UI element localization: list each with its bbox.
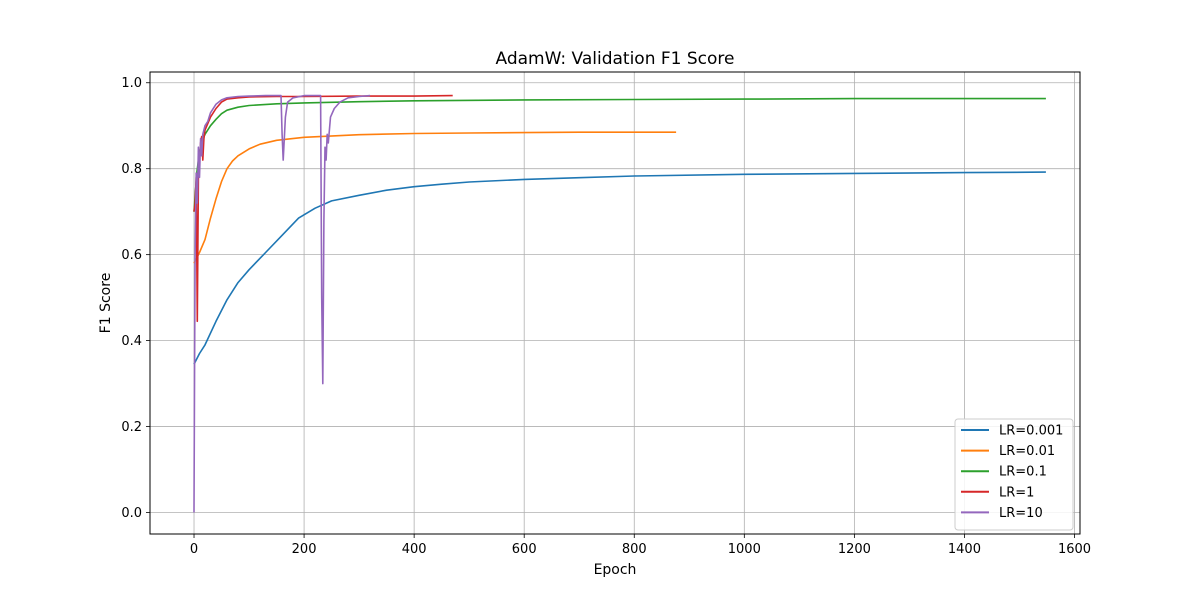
- series-line-0: [193, 171, 1046, 365]
- legend-label: LR=0.01: [999, 444, 1055, 459]
- plot-frame: [149, 71, 1081, 535]
- grid: [150, 72, 1080, 534]
- plot-background: [150, 72, 1080, 534]
- legend: LR=0.001 LR=0.01 LR=0.1 LR=1 LR=10: [954, 418, 1074, 531]
- y-tick-label: 0.8: [121, 162, 142, 177]
- series-line-1: [193, 131, 677, 264]
- x-tick-label: 0: [190, 542, 198, 557]
- x-axis: 0 200 400 600 800 1000 1200 1400 1600: [190, 534, 1091, 557]
- x-tick-label: 1200: [838, 542, 871, 557]
- y-tick-label: 0.6: [121, 248, 142, 263]
- legend-box: [954, 418, 1074, 531]
- x-axis-label: Epoch: [594, 562, 637, 578]
- x-tick-label: 1400: [948, 542, 981, 557]
- legend-label: LR=1: [999, 485, 1034, 500]
- legend-label: LR=0.001: [999, 424, 1063, 439]
- series-line-3: [193, 94, 453, 323]
- y-axis-label: F1 Score: [98, 273, 114, 334]
- x-tick-label: 1000: [728, 542, 761, 557]
- y-tick-label: 0.4: [121, 334, 142, 349]
- legend-label: LR=0.1: [999, 465, 1047, 480]
- series-line-4: [193, 94, 371, 513]
- x-tick-label: 600: [512, 542, 537, 557]
- chart-title: AdamW: Validation F1 Score: [495, 49, 734, 69]
- y-axis: 0.0 0.2 0.4 0.6 0.8 1.0: [121, 76, 150, 521]
- x-tick-label: 1600: [1058, 542, 1091, 557]
- y-tick-label: 1.0: [121, 76, 142, 91]
- y-tick-label: 0.2: [121, 420, 142, 435]
- y-tick-label: 0.0: [121, 506, 142, 521]
- x-tick-label: 200: [292, 542, 317, 557]
- x-tick-label: 800: [622, 542, 647, 557]
- x-tick-label: 400: [402, 542, 427, 557]
- legend-label: LR=10: [999, 506, 1043, 521]
- series-layer: [193, 94, 1046, 513]
